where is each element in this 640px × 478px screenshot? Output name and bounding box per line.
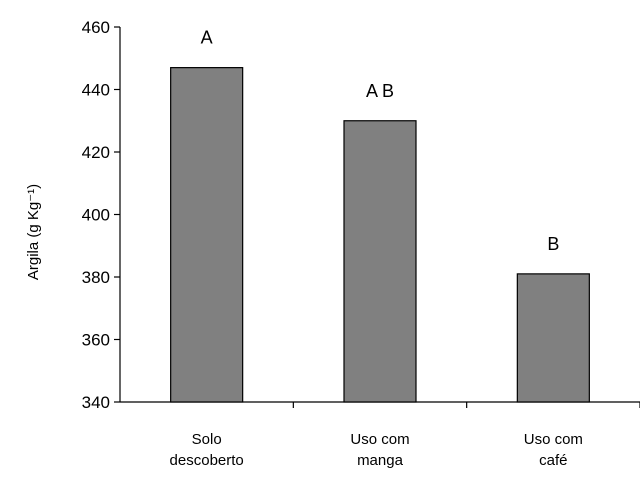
x-ticks — [292, 402, 640, 408]
y-tick-label: 380 — [82, 268, 110, 287]
bar-3 — [516, 273, 590, 403]
category-label: Uso com — [350, 431, 409, 448]
significance-letter: B — [547, 234, 559, 254]
y-tick-label: 420 — [82, 143, 110, 162]
significance-labels: A A B B — [201, 28, 560, 254]
y-axis-title: Argila (g Kg⁻¹) — [25, 184, 42, 280]
bar-1 — [170, 67, 244, 403]
y-tick-label: 400 — [82, 206, 110, 225]
category-label: descoberto — [170, 452, 244, 469]
category-label: Solo — [192, 431, 222, 448]
category-labels: Solo descoberto Uso com manga Uso com café — [170, 431, 583, 469]
category-label: Uso com — [524, 431, 583, 448]
bar-2 — [343, 120, 417, 403]
bars — [170, 67, 590, 403]
category-label: café — [539, 452, 567, 469]
y-ticks: 460 440 420 400 380 360 340 — [82, 18, 120, 412]
category-label: manga — [357, 452, 404, 469]
y-tick-label: 440 — [82, 81, 110, 100]
y-tick-label: 360 — [82, 331, 110, 350]
y-tick-label: 340 — [82, 393, 110, 412]
significance-letter: A B — [366, 81, 394, 101]
significance-letter: A — [201, 28, 213, 48]
y-tick-label: 460 — [82, 18, 110, 37]
